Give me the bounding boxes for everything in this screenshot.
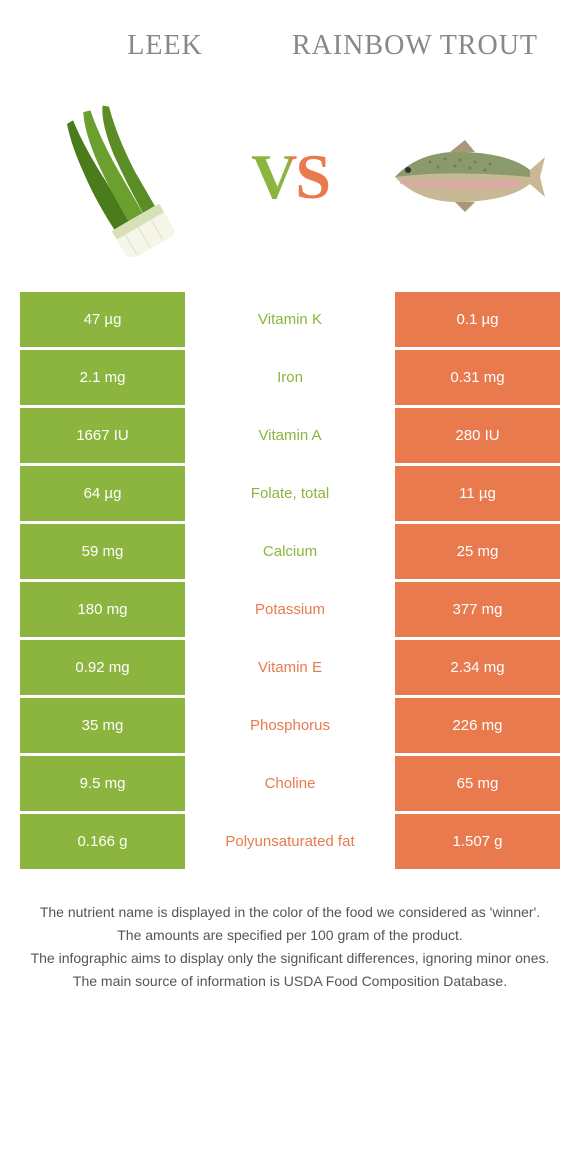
value-left: 35 mg: [20, 698, 185, 753]
nutrient-label: Choline: [185, 756, 395, 811]
value-right: 1.507 g: [395, 814, 560, 869]
footnotes: The nutrient name is displayed in the co…: [0, 872, 580, 992]
value-left: 180 mg: [20, 582, 185, 637]
nutrient-label: Potassium: [185, 582, 395, 637]
nutrient-label: Vitamin E: [185, 640, 395, 695]
table-row: 47 µgVitamin K0.1 µg: [20, 292, 560, 347]
nutrient-label: Calcium: [185, 524, 395, 579]
nutrient-label: Vitamin A: [185, 408, 395, 463]
table-row: 1667 IUVitamin A280 IU: [20, 408, 560, 463]
nutrient-label: Polyunsaturated fat: [185, 814, 395, 869]
value-right: 11 µg: [395, 466, 560, 521]
table-row: 180 mgPotassium377 mg: [20, 582, 560, 637]
value-left: 47 µg: [20, 292, 185, 347]
nutrient-label: Vitamin K: [185, 292, 395, 347]
title-right: Rainbow trout: [290, 30, 540, 62]
table-row: 59 mgCalcium25 mg: [20, 524, 560, 579]
trout-image: [380, 92, 550, 262]
footnote-line: The nutrient name is displayed in the co…: [30, 902, 550, 923]
table-row: 9.5 mgCholine65 mg: [20, 756, 560, 811]
value-right: 0.1 µg: [395, 292, 560, 347]
nutrient-label: Iron: [185, 350, 395, 405]
value-left: 0.92 mg: [20, 640, 185, 695]
footnote-line: The infographic aims to display only the…: [30, 948, 550, 969]
value-left: 0.166 g: [20, 814, 185, 869]
value-left: 9.5 mg: [20, 756, 185, 811]
value-right: 2.34 mg: [395, 640, 560, 695]
table-row: 2.1 mgIron0.31 mg: [20, 350, 560, 405]
vs-label: VS: [251, 140, 329, 214]
value-left: 64 µg: [20, 466, 185, 521]
table-row: 0.92 mgVitamin E2.34 mg: [20, 640, 560, 695]
value-right: 280 IU: [395, 408, 560, 463]
value-left: 2.1 mg: [20, 350, 185, 405]
nutrient-label: Phosphorus: [185, 698, 395, 753]
value-right: 65 mg: [395, 756, 560, 811]
value-left: 1667 IU: [20, 408, 185, 463]
table-row: 64 µgFolate, total11 µg: [20, 466, 560, 521]
table-row: 0.166 gPolyunsaturated fat1.507 g: [20, 814, 560, 869]
images-row: VS: [0, 82, 580, 292]
footnote-line: The main source of information is USDA F…: [30, 971, 550, 992]
header: Leek Rainbow trout: [0, 0, 580, 82]
nutrient-label: Folate, total: [185, 466, 395, 521]
value-right: 377 mg: [395, 582, 560, 637]
title-left: Leek: [40, 30, 290, 62]
leek-image: [30, 92, 200, 262]
value-right: 226 mg: [395, 698, 560, 753]
value-left: 59 mg: [20, 524, 185, 579]
nutrient-table: 47 µgVitamin K0.1 µg2.1 mgIron0.31 mg166…: [0, 292, 580, 869]
table-row: 35 mgPhosphorus226 mg: [20, 698, 560, 753]
value-right: 25 mg: [395, 524, 560, 579]
footnote-line: The amounts are specified per 100 gram o…: [30, 925, 550, 946]
value-right: 0.31 mg: [395, 350, 560, 405]
